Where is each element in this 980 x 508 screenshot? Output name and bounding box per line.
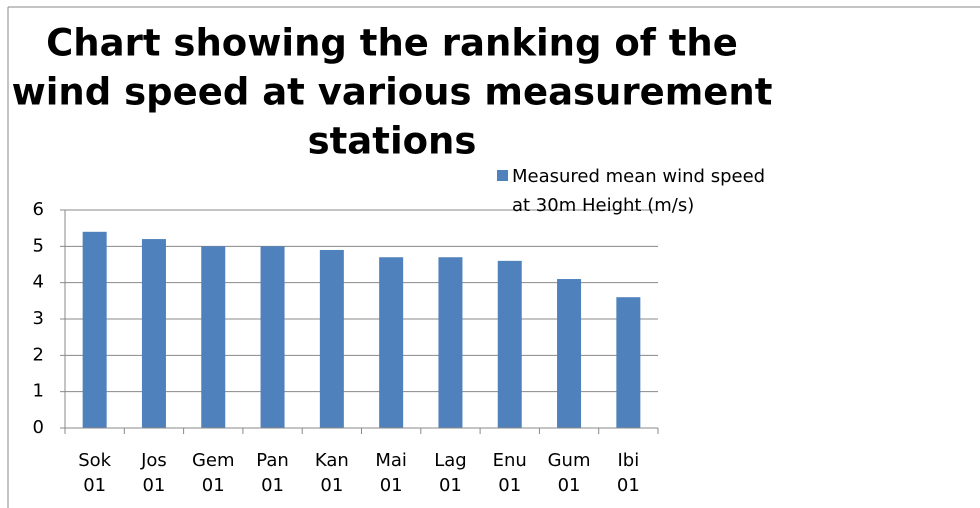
y-tick-label: 1	[33, 381, 44, 402]
bar	[438, 257, 463, 428]
x-tick-label: Kan 01	[314, 450, 349, 496]
bar	[497, 260, 522, 428]
x-tick-label: Gum 01	[547, 450, 591, 496]
x-tick-label: Sok 01	[78, 450, 112, 496]
chart-title: wind speed at various measurement	[12, 71, 773, 114]
bar	[82, 231, 107, 428]
x-tick-label: Mai 01	[375, 450, 407, 496]
y-tick-label: 4	[33, 272, 44, 293]
x-tick-label: Pan 01	[256, 450, 289, 496]
bar	[616, 297, 641, 428]
bar	[557, 279, 582, 428]
y-tick-label: 0	[33, 417, 44, 438]
x-tick-label: Enu 01	[492, 450, 527, 496]
x-tick-label: Ibi 01	[616, 450, 640, 496]
x-tick-label: Gem 01	[191, 450, 235, 496]
y-tick-label: 3	[33, 308, 44, 329]
bar	[141, 239, 166, 428]
y-tick-label: 6	[33, 199, 44, 220]
legend-swatch	[497, 170, 508, 181]
bar	[379, 257, 404, 428]
y-tick-label: 5	[33, 235, 44, 256]
y-tick-label: 2	[33, 344, 44, 365]
x-tick-label: Lag 01	[434, 450, 467, 496]
bar	[260, 246, 285, 428]
bar	[319, 249, 344, 428]
x-tick-label: Jos 01	[141, 450, 167, 496]
chart-title: stations	[308, 120, 477, 163]
bar	[201, 246, 226, 428]
legend-label: Measured mean wind speed at 30m Height (…	[512, 166, 766, 216]
chart-title: Chart showing the ranking of the	[46, 22, 738, 65]
